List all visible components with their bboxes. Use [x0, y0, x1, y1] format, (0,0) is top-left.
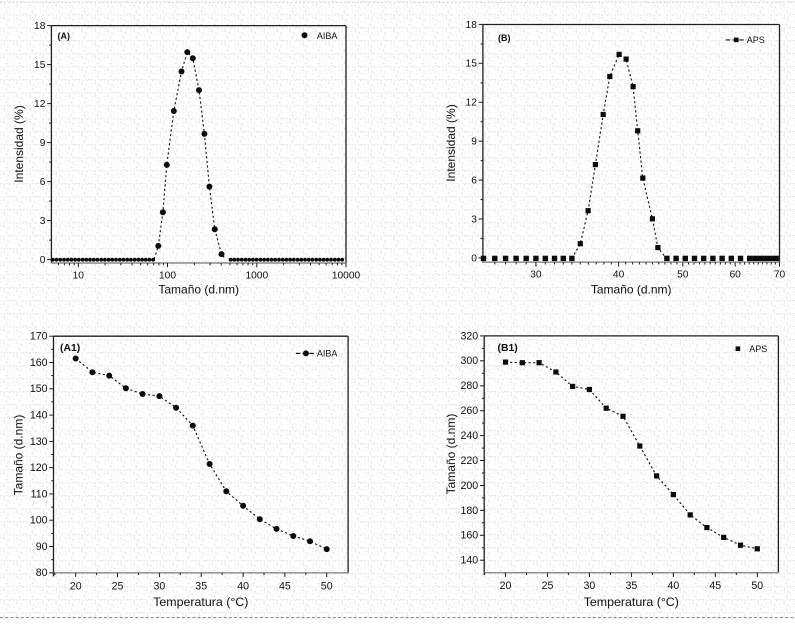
svg-text:(A1): (A1)	[60, 343, 80, 354]
svg-text:Tamaño (d.nm): Tamaño (d.nm)	[591, 282, 672, 296]
svg-text:260: 260	[461, 405, 479, 417]
svg-text:APS: APS	[749, 344, 767, 354]
svg-text:35: 35	[195, 580, 207, 592]
svg-text:30: 30	[154, 580, 166, 592]
svg-text:70: 70	[774, 270, 786, 281]
svg-text:100: 100	[159, 270, 176, 281]
svg-text:80: 80	[36, 567, 48, 579]
svg-text:AIBA: AIBA	[317, 349, 338, 359]
svg-text:40: 40	[613, 270, 625, 281]
svg-text:15: 15	[34, 60, 46, 71]
svg-text:1000: 1000	[245, 270, 268, 281]
svg-text:Tamaño (d.nm): Tamaño (d.nm)	[444, 414, 458, 495]
svg-text:180: 180	[461, 505, 479, 517]
svg-text:Intensidad (%): Intensidad (%)	[12, 105, 26, 182]
svg-text:20: 20	[500, 580, 512, 592]
svg-text:9: 9	[471, 137, 477, 148]
svg-text:(B1): (B1)	[498, 343, 518, 354]
svg-text:3: 3	[471, 214, 477, 225]
svg-text:0: 0	[471, 253, 477, 264]
svg-text:Intensidad (%): Intensidad (%)	[444, 104, 458, 181]
svg-text:25: 25	[542, 580, 554, 592]
svg-text:110: 110	[31, 488, 48, 500]
svg-text:10: 10	[73, 270, 85, 281]
svg-text:150: 150	[30, 383, 48, 395]
svg-text:35: 35	[626, 580, 638, 592]
svg-text:(A): (A)	[58, 31, 71, 41]
svg-text:40: 40	[668, 580, 680, 592]
svg-text:9: 9	[40, 138, 46, 149]
svg-text:Tamaño (d.nm): Tamaño (d.nm)	[12, 415, 26, 496]
svg-text:AIBA: AIBA	[317, 31, 338, 41]
svg-text:(B): (B)	[498, 33, 511, 43]
svg-text:45: 45	[709, 580, 721, 592]
svg-text:60: 60	[730, 270, 742, 281]
svg-text:18: 18	[466, 20, 478, 31]
svg-text:Tamaño (d.nm): Tamaño (d.nm)	[158, 282, 239, 296]
svg-text:170: 170	[30, 331, 48, 343]
svg-text:25: 25	[112, 580, 124, 592]
svg-text:130: 130	[30, 436, 48, 448]
svg-text:50: 50	[751, 580, 763, 592]
svg-text:160: 160	[461, 530, 479, 542]
svg-text:10000: 10000	[332, 270, 361, 281]
svg-text:220: 220	[461, 455, 479, 467]
svg-text:90: 90	[36, 541, 48, 553]
svg-text:30: 30	[530, 270, 542, 281]
svg-text:12: 12	[466, 98, 478, 109]
svg-text:12: 12	[34, 99, 46, 110]
svg-text:140: 140	[30, 410, 48, 422]
svg-text:300: 300	[461, 355, 479, 367]
svg-text:40: 40	[237, 580, 249, 592]
svg-text:18: 18	[34, 21, 46, 32]
svg-text:Temperatura (°C): Temperatura (°C)	[584, 595, 679, 609]
svg-text:240: 240	[461, 430, 479, 442]
svg-text:3: 3	[40, 216, 46, 227]
svg-text:280: 280	[461, 380, 479, 392]
svg-text:APS: APS	[747, 35, 765, 45]
svg-text:50: 50	[321, 580, 333, 592]
svg-text:Temperatura (°C): Temperatura (°C)	[153, 595, 248, 609]
svg-text:15: 15	[466, 59, 478, 70]
svg-text:120: 120	[30, 462, 48, 474]
svg-text:100: 100	[30, 515, 48, 527]
svg-text:45: 45	[279, 580, 291, 592]
svg-text:6: 6	[471, 176, 477, 187]
svg-text:50: 50	[677, 270, 689, 281]
svg-text:6: 6	[40, 177, 46, 188]
svg-text:20: 20	[70, 580, 82, 592]
svg-text:320: 320	[461, 330, 479, 342]
svg-text:30: 30	[584, 580, 596, 592]
svg-text:160: 160	[30, 357, 48, 369]
svg-text:0: 0	[40, 255, 46, 266]
svg-text:140: 140	[461, 555, 479, 567]
svg-text:200: 200	[461, 480, 479, 492]
